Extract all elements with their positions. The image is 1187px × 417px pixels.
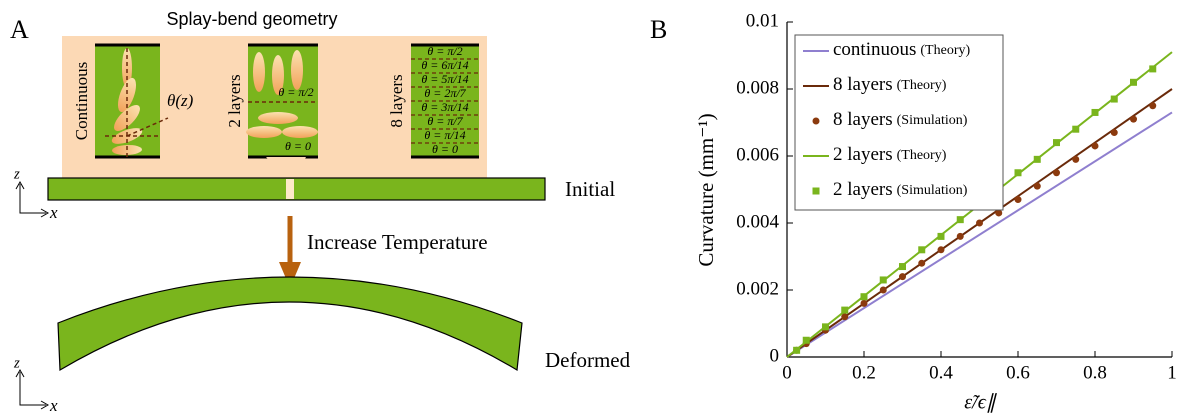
data-point: [1149, 102, 1157, 110]
axis-label: z: [13, 166, 20, 182]
angle-label: θ = 6π/14: [421, 58, 468, 72]
legend-swatch: [812, 187, 820, 195]
axis-label: z: [13, 355, 20, 371]
legend-name: 2 layers: [833, 144, 893, 165]
data-point: [918, 246, 926, 254]
data-point: [1072, 155, 1080, 163]
process-label: Increase Temperature: [307, 230, 488, 254]
data-point: [899, 263, 906, 271]
data-point: [995, 209, 1003, 217]
data-point: [1091, 108, 1099, 116]
panel-label: A: [10, 15, 29, 44]
x-tick-label: 1: [1167, 362, 1177, 383]
data-point: [1053, 169, 1060, 177]
data-point: [1033, 155, 1041, 163]
legend-box: [794, 34, 1004, 211]
inset-label: Continuous: [72, 62, 91, 140]
data-point: [841, 313, 849, 321]
y-tick-label: 0.01: [746, 10, 779, 31]
legend-source: (Theory): [897, 148, 947, 163]
angle-label: θ(z): [167, 91, 194, 110]
angle-label: θ = 2π/7: [424, 86, 466, 100]
data-point: [1072, 125, 1080, 133]
data-point: [1149, 65, 1157, 73]
state-label: Initial: [565, 177, 615, 201]
angle-label: θ = 5π/14: [421, 72, 468, 86]
panel-label: B: [650, 15, 667, 44]
data-point: [841, 306, 849, 314]
y-tick-label: 0.008: [736, 77, 779, 98]
initial-beam: [47, 177, 546, 201]
legend-entry: 2 layers (Theory): [833, 144, 947, 165]
y-tick-label: 0.004: [736, 211, 779, 232]
x-tick-label: 0.8: [1083, 362, 1107, 383]
data-point: [1110, 95, 1118, 103]
data-point: [1130, 78, 1137, 86]
legend-source: (Theory): [897, 78, 947, 93]
data-point: [860, 293, 868, 301]
data-point: [822, 323, 829, 331]
y-tick-label: 0.002: [736, 278, 779, 299]
data-point: [793, 346, 801, 354]
panel-b: B Curvature (mm⁻¹) ε̃/ϵ∥ 0 0.002 0.004 0.00…: [650, 10, 1177, 413]
deformed-beam: [57, 276, 523, 372]
x-tick-label: 0.6: [1006, 362, 1030, 383]
data-point: [1053, 139, 1060, 147]
angle-label: θ = π/14: [424, 128, 465, 142]
y-tick-label: 0: [770, 345, 780, 366]
angle-label: θ = 3π/14: [421, 100, 468, 114]
angle-label: θ = π/7: [427, 114, 463, 128]
data-point: [860, 299, 868, 307]
data-point: [956, 216, 964, 224]
legend-entry: 2 layers (Simulation): [833, 179, 968, 200]
data-point: [879, 286, 887, 294]
angle-label: θ = 0: [285, 139, 311, 153]
series-line: [786, 111, 1173, 358]
y-tick-label: 0.006: [736, 144, 779, 165]
data-point: [1033, 182, 1041, 190]
data-point: [1091, 142, 1099, 150]
data-point: [976, 219, 983, 227]
data-point: [1110, 129, 1118, 137]
data-point: [937, 246, 945, 254]
data-point: [879, 276, 887, 284]
legend-entry: continuous (Theory): [833, 39, 970, 60]
legend-entry: 8 layers (Simulation): [833, 109, 968, 130]
data-point: [1130, 115, 1137, 123]
data-point: [956, 232, 964, 240]
legend-entry: 8 layers (Theory): [833, 74, 947, 95]
legend-name: 2 layers: [833, 179, 893, 200]
legend-name: 8 layers: [833, 74, 893, 95]
legend-source: (Simulation): [897, 113, 968, 128]
legend-name: 8 layers: [833, 109, 893, 130]
inset-label: 2 layers: [225, 74, 244, 127]
axis-label: x: [49, 396, 58, 415]
data-point: [1014, 169, 1022, 177]
data-point: [918, 259, 926, 267]
data-point: [899, 273, 906, 281]
legend-name: continuous: [833, 39, 916, 60]
legend-source: (Simulation): [897, 183, 968, 198]
geometry-title: Splay-bend geometry: [166, 9, 337, 29]
angle-label: θ = π/2: [278, 85, 313, 99]
angle-label: θ = π/2: [427, 44, 462, 58]
x-axis-title: ε̃/ϵ∥: [964, 392, 997, 414]
x-tick-label: 0: [782, 362, 792, 383]
inset-label: 8 layers: [387, 74, 406, 127]
x-tick-label: 0.2: [852, 362, 876, 383]
data-point: [937, 232, 945, 240]
angle-label: θ = 0: [432, 142, 458, 156]
state-label: Deformed: [545, 348, 631, 372]
data-point: [802, 336, 810, 344]
legend-swatch: [812, 117, 820, 125]
axis-label: x: [49, 203, 58, 222]
legend-source: (Theory): [920, 43, 970, 58]
y-axis-title: Curvature (mm⁻¹): [694, 113, 718, 266]
panel-a: A Splay-bend geometry Continuous θ(z) 2 …: [10, 9, 631, 415]
data-point: [1014, 196, 1022, 204]
x-tick-label: 0.4: [929, 362, 953, 383]
